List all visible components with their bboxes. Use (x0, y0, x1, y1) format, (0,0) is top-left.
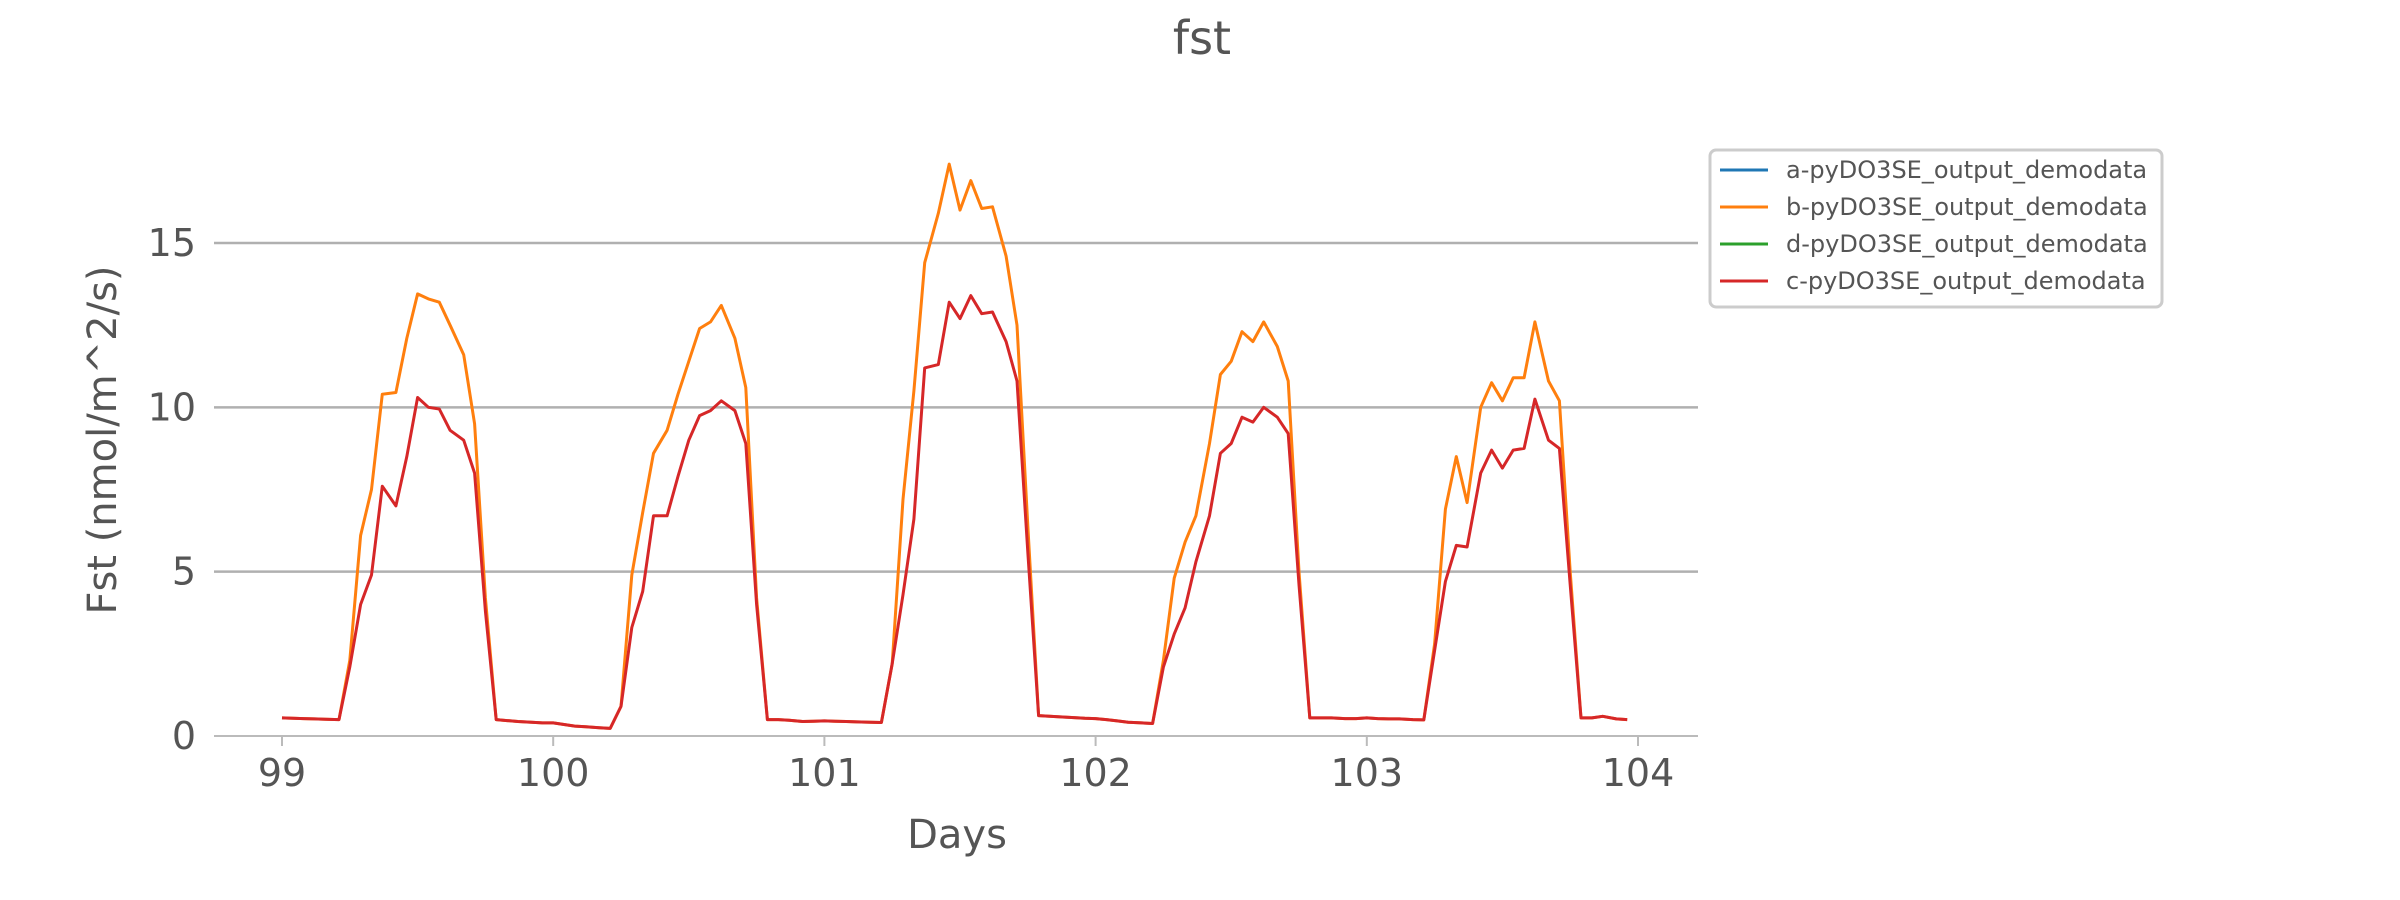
x-tick-label: 99 (258, 751, 306, 795)
legend-label: b-pyDO3SE_output_demodata (1786, 193, 2148, 221)
y-axis-label: Fst (nmol/m^2/s) (80, 265, 126, 614)
legend-label: d-pyDO3SE_output_demodata (1786, 230, 2148, 258)
series-line-b-pyDO3SE_output_demodata (281, 162, 1628, 730)
x-axis-label: Days (907, 812, 1007, 858)
x-tick-label: 102 (1059, 751, 1132, 795)
y-tick-label: 0 (172, 714, 196, 758)
y-tick-label: 10 (148, 385, 196, 429)
series-line-c-pyDO3SE_output_demodata (281, 294, 1628, 730)
chart-title: fst (1173, 11, 1231, 65)
legend: a-pyDO3SE_output_demodata b-pyDO3SE_outpu… (1708, 148, 2164, 309)
x-tick-label: 100 (517, 751, 590, 795)
legend-label: a-pyDO3SE_output_demodata (1786, 156, 2147, 184)
x-axis-ticks: 99 100 101 102 103 104 (258, 736, 1674, 795)
x-tick-label: 104 (1602, 751, 1675, 795)
x-tick-label: 103 (1331, 751, 1404, 795)
legend-frame (1708, 148, 2164, 309)
y-tick-label: 5 (172, 550, 196, 594)
series-lines (281, 162, 1628, 730)
x-tick-label: 101 (788, 751, 861, 795)
y-gridlines (214, 241, 1698, 573)
y-tick-label: 15 (148, 221, 196, 265)
y-axis-ticks: 0 5 10 15 (148, 221, 196, 758)
legend-label: c-pyDO3SE_output_demodata (1786, 267, 2146, 295)
